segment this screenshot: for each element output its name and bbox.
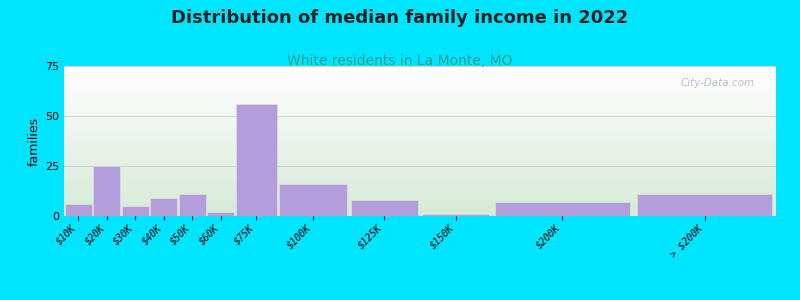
Bar bbox=[236, 104, 277, 216]
Bar bbox=[494, 202, 630, 216]
Text: City-Data.com: City-Data.com bbox=[681, 78, 754, 88]
Bar bbox=[65, 204, 92, 216]
Bar bbox=[350, 200, 418, 216]
Bar bbox=[93, 166, 120, 216]
Text: White residents in La Monte, MO: White residents in La Monte, MO bbox=[287, 54, 513, 68]
Bar bbox=[279, 184, 347, 216]
Bar bbox=[150, 198, 178, 216]
Bar bbox=[178, 194, 206, 216]
Bar bbox=[422, 214, 490, 216]
Bar bbox=[207, 212, 234, 216]
Bar bbox=[637, 194, 773, 216]
Y-axis label: families: families bbox=[28, 116, 41, 166]
Bar bbox=[122, 206, 149, 216]
Text: Distribution of median family income in 2022: Distribution of median family income in … bbox=[171, 9, 629, 27]
